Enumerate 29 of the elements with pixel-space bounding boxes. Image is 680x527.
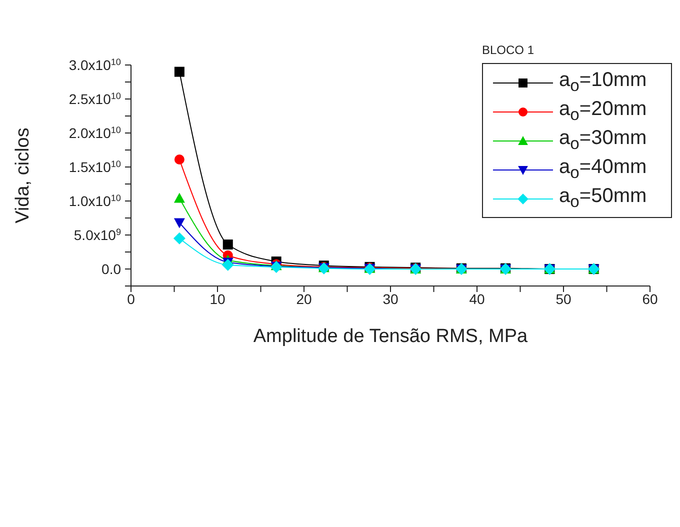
legend-title: BLOCO 1 [482, 43, 536, 57]
point [174, 192, 185, 203]
x-tick-label: 0 [127, 290, 136, 307]
legend-label: a$_{o}$=20mm [559, 98, 647, 125]
x-tick-label: 20 [296, 290, 312, 307]
x-tick-label: 30 [382, 290, 398, 307]
y-tick-label: 0.0 [102, 261, 122, 277]
y-tick-label: 2.0x10$^{10}$ [68, 125, 121, 141]
x-tick-label: 60 [642, 290, 658, 307]
y-axis-title: Vida, ciclos [12, 128, 34, 224]
legend-label: a$_{o}$=10mm [559, 69, 647, 96]
point [174, 154, 184, 165]
y-tick-label: 5.0x10$^{9}$ [74, 227, 121, 243]
x-axis-title: Amplitude de Tensão RMS, MPa [253, 326, 528, 347]
legend-label: a$_{o}$=50mm [559, 185, 647, 212]
y-tick-label: 2.5x10$^{10}$ [68, 91, 121, 107]
point [173, 232, 186, 244]
x-tick-label: 50 [556, 290, 572, 307]
x-tick-label: 40 [469, 290, 485, 307]
y-tick-label: 3.0x10$^{10}$ [68, 57, 121, 73]
point [222, 258, 234, 271]
point [174, 218, 185, 228]
y-tick-label: 1.0x10$^{10}$ [68, 193, 121, 209]
point [222, 240, 233, 250]
legend-label: a$_{o}$=40mm [559, 156, 647, 183]
point [174, 66, 184, 77]
y-tick-label: 1.5x10$^{10}$ [68, 159, 121, 175]
x-tick-label: 10 [210, 290, 226, 307]
legend-label: a$_{o}$=30mm [559, 127, 647, 154]
